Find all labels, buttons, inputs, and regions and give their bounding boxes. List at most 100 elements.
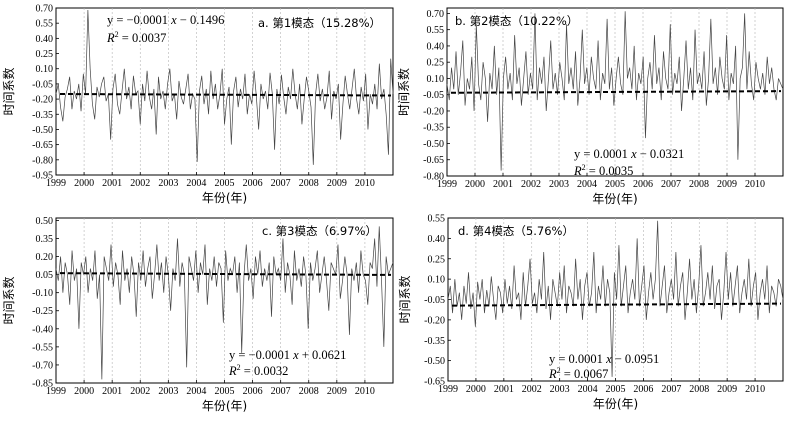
regression-equation: y = 0.0001 x − 0.0321: [574, 147, 684, 161]
x-tick-label: 1999: [438, 384, 458, 395]
y-tick-label: -0.20: [423, 106, 444, 117]
x-tick-label: 2002: [521, 179, 541, 190]
x-tick-label: 2001: [102, 178, 122, 189]
x-tick-label: 2006: [633, 384, 653, 395]
x-tick-label: 2006: [243, 178, 263, 189]
equation-variable: x: [630, 147, 637, 161]
r-squared: R2 = 0.0067: [548, 366, 608, 381]
x-tick-label: 2007: [661, 179, 681, 190]
y-tick-label: -0.70: [32, 360, 53, 371]
equation-variable: x: [170, 13, 177, 27]
panel-a: 1999 2000 2001 2002 2003 2004 2005 2006 2007 2008…: [1, 4, 394, 205]
x-tick-label: 2005: [215, 178, 235, 189]
r-squared: R2 = 0.0037: [106, 30, 166, 45]
y-tick-label: 0.35: [36, 234, 54, 245]
panel-annotation: b. 第2模态（10.22%）: [455, 14, 578, 28]
y-tick-label: 0.55: [428, 214, 446, 225]
equation-variable: x: [605, 352, 612, 366]
r-squared-symbol: R: [573, 164, 582, 178]
y-tick-label: -0.05: [423, 90, 444, 101]
x-tick-label: 2009: [717, 384, 737, 395]
r-squared-exponent: 2: [237, 363, 241, 372]
regression-equation: y = 0.0001 x − 0.0951: [549, 352, 659, 366]
x-tick-label: 1999: [46, 178, 66, 189]
panel-d: 1999 2000 2001 2002 2003 2004 2005 2006 2007 2008…: [397, 214, 784, 411]
r-squared-value: = 0.0067: [561, 367, 609, 381]
x-tick-label: 2005: [606, 384, 626, 395]
y-tick-label: 0.10: [428, 275, 446, 286]
x-axis-label: 年份(年): [592, 192, 637, 206]
y-tick-label: 0.10: [36, 64, 54, 75]
trend-line: [59, 92, 392, 97]
y-tick-label: 0.40: [428, 234, 446, 245]
y-tick-label: -0.35: [424, 336, 445, 347]
x-tick-label: 2010: [355, 386, 375, 397]
y-tick-label: -0.80: [32, 155, 53, 166]
x-tick-label: 2005: [215, 386, 235, 397]
y-tick-label: -0.50: [424, 356, 445, 367]
y-tick-label: 0.05: [36, 270, 54, 281]
x-tick-label: 2008: [689, 179, 709, 190]
y-axis-label: 时间系数: [1, 276, 16, 324]
y-tick-label: -0.35: [423, 123, 444, 134]
y-tick-label: -0.10: [32, 288, 53, 299]
x-axis-label: 年份(年): [202, 191, 247, 205]
x-tick-label: 2007: [661, 384, 681, 395]
y-tick-label: -0.65: [424, 377, 445, 388]
x-axis-label: 年份(年): [202, 399, 247, 413]
trend-line: [450, 90, 782, 94]
x-tick-label: 2010: [745, 384, 765, 395]
y-tick-label: 0.55: [36, 19, 54, 30]
x-tick-label: 2001: [102, 386, 122, 397]
y-axis-label: 时间系数: [397, 275, 412, 323]
x-tick-label: 2003: [158, 178, 178, 189]
y-tick-label: 0.40: [427, 41, 445, 52]
regression-equation: y = −0.0001 x + 0.0621: [229, 348, 346, 362]
trend-line: [59, 272, 392, 276]
y-tick-label: -0.80: [423, 172, 444, 183]
y-axis-label: 时间系数: [1, 67, 16, 115]
r-squared-exponent: 2: [115, 30, 119, 39]
regression-equation: y = −0.0001 x − 0.1496: [107, 13, 224, 27]
y-tick-label: -0.65: [32, 140, 53, 151]
y-tick-label: 0.50: [36, 216, 54, 227]
y-tick-label: -0.20: [32, 95, 53, 106]
x-tick-label: 2008: [299, 386, 319, 397]
series-line: [55, 226, 394, 380]
x-tick-label: 2000: [74, 178, 94, 189]
x-tick-label: 2003: [158, 386, 178, 397]
y-tick-label: -0.85: [32, 379, 53, 390]
y-tick-label: 0.40: [36, 34, 54, 45]
series-line: [447, 220, 784, 377]
r-squared: R2 = 0.0032: [228, 363, 288, 378]
x-tick-label: 2003: [550, 384, 570, 395]
x-tick-label: 2002: [522, 384, 542, 395]
x-tick-label: 2004: [578, 384, 598, 395]
equation-prefix: y = 0.0001: [574, 147, 631, 161]
y-tick-label: 0.25: [36, 49, 54, 60]
y-tick-label: -0.50: [423, 139, 444, 150]
equation-suffix: − 0.1496: [177, 13, 225, 27]
x-tick-label: 2004: [186, 178, 206, 189]
y-tick-label: 0.20: [36, 252, 54, 263]
equation-suffix: − 0.0951: [612, 352, 660, 366]
y-tick-label: -0.35: [32, 110, 53, 121]
x-tick-label: 2008: [689, 384, 709, 395]
r-squared-exponent: 2: [582, 163, 586, 172]
x-tick-label: 2002: [130, 178, 150, 189]
x-tick-label: 2003: [549, 179, 569, 190]
series-line: [55, 10, 394, 165]
x-tick-label: 2002: [130, 386, 150, 397]
x-axis-label: 年份(年): [593, 397, 638, 411]
r-squared-exponent: 2: [557, 366, 561, 375]
x-tick-label: 2007: [271, 178, 291, 189]
x-tick-label: 2010: [355, 178, 375, 189]
r-squared-symbol: R: [228, 364, 237, 378]
y-tick-label: -0.65: [423, 155, 444, 166]
panel-annotation: d. 第4模态（5.76%）: [458, 224, 574, 238]
panel-b: 1999 2000 2001 2002 2003 2004 2005 2006 2007 2008…: [396, 7, 784, 206]
y-tick-label: 0.10: [427, 74, 445, 85]
equation-prefix: y = 0.0001: [549, 352, 606, 366]
equation-prefix: y = −0.0001: [107, 13, 171, 27]
x-tick-label: 2004: [577, 179, 597, 190]
